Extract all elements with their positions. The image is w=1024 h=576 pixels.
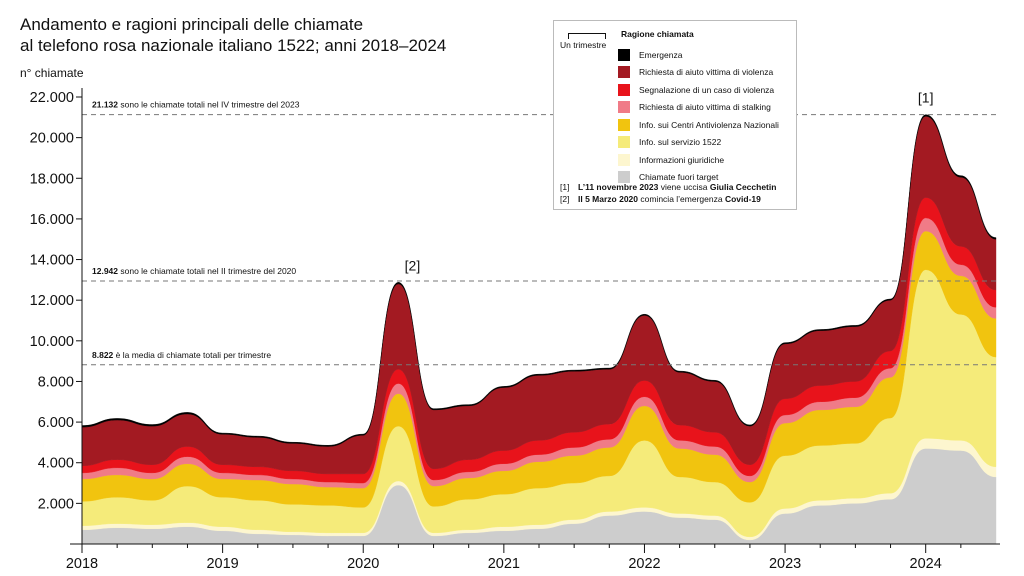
legend-swatch	[618, 118, 630, 131]
legend-note-2: [2] Il 5 Marzo 2020 comincia l’emergenza …	[560, 193, 776, 205]
legend-swatch	[618, 101, 630, 114]
chart-title-line-2: al telefono rosa nazionale italiano 1522…	[20, 36, 447, 55]
legend-item-emergenza: Emergenza	[618, 46, 779, 64]
chart-title-line-1: Andamento e ragioni principali delle chi…	[20, 15, 364, 34]
legend-swatch	[618, 66, 630, 79]
legend-swatch	[618, 48, 630, 61]
legend-note-text: viene uccisa	[658, 182, 710, 192]
legend-note-1: [1] L’11 novembre 2023 viene uccisa Giuli…	[560, 181, 776, 193]
x-tick-label: 2020	[347, 556, 379, 572]
reference-label-value: 21.132	[92, 100, 118, 110]
chart-title: Andamento e ragioni principali delle chi…	[20, 14, 446, 56]
legend-note-date: L’11 novembre 2023	[578, 182, 659, 192]
legend-item-info-sul-servizio-1522: Info. sul servizio 1522	[618, 134, 779, 152]
legend-swatch	[618, 171, 630, 184]
legend-items: Emergenza Richiesta di aiuto vittima di v…	[618, 46, 779, 186]
reference-label-3: 8.822 è la media di chiamate totali per …	[92, 350, 271, 360]
annotation-2: [2]	[405, 257, 421, 273]
y-axis-label: n° chiamate	[20, 66, 84, 80]
y-tick-label: 22.000	[30, 90, 74, 106]
x-tick-label: 2021	[488, 556, 520, 572]
quarter-scale-bar	[568, 33, 606, 39]
y-tick-label: 10.000	[30, 334, 74, 350]
legend-swatch	[618, 136, 630, 149]
legend-label: Chiamate fuori target	[639, 172, 719, 183]
legend-note-highlight: Covid-19	[724, 194, 761, 204]
legend-label: Richiesta di aiuto vittima di violenza	[639, 67, 774, 78]
legend-label: Info. sul servizio 1522	[639, 137, 722, 148]
y-tick-label: 6.000	[38, 415, 74, 431]
legend-item-info-sui-centri-antiviolenza-nazionali: Info. sui Centri Antiviolenza Nazionali	[618, 116, 779, 134]
reference-label-1: 21.132 sono le chiamate totali nel IV tr…	[92, 100, 300, 110]
legend-title: Ragione chiamata	[621, 29, 694, 39]
legend-item-richiesta-di-aiuto-vittima-di-violenza: Richiesta di aiuto vittima di violenza	[618, 64, 779, 82]
y-tick-label: 14.000	[30, 253, 74, 269]
x-tick-label: 2023	[769, 556, 801, 572]
legend-note-date: Il 5 Marzo 2020	[578, 194, 639, 204]
y-tick-label: 16.000	[30, 212, 74, 228]
x-tick-label: 2018	[66, 556, 98, 572]
reference-label-value: 8.822	[92, 350, 114, 360]
legend-item-informazioni-giuridiche: Informazioni giuridiche	[618, 151, 779, 169]
legend-note-mark: [2]	[560, 194, 570, 204]
legend-item-richiesta-di-aiuto-vittima-di-stalking: Richiesta di aiuto vittima di stalking	[618, 99, 779, 117]
y-tick-label: 18.000	[30, 171, 74, 187]
legend: Un trimestre Ragione chiamata Emergenza R…	[553, 20, 797, 210]
legend-swatch	[618, 83, 630, 96]
legend-notes: [1] L’11 novembre 2023 viene uccisa Giuli…	[560, 181, 776, 205]
y-tick-label: 4.000	[38, 456, 74, 472]
y-tick-label: 2.000	[38, 496, 74, 512]
reference-label-2: 12.942 sono le chiamate totali nel II tr…	[92, 266, 296, 276]
quarter-scale-label: Un trimestre	[560, 40, 607, 50]
legend-label: Segnalazione di un caso di violenza	[639, 84, 775, 95]
x-tick-label: 2024	[910, 556, 942, 572]
x-tick-label: 2019	[206, 556, 238, 572]
legend-note-highlight: Giulia Cecchetin	[709, 182, 777, 192]
annotation-1: [1]	[918, 90, 934, 106]
legend-item-chiamate-fuori-target: Chiamate fuori target	[618, 169, 779, 187]
y-tick-label: 8.000	[38, 374, 74, 390]
reference-label-text: è la media di chiamate totali per trimes…	[113, 350, 271, 360]
x-tick-label: 2022	[628, 556, 660, 572]
legend-label: Informazioni giuridiche	[639, 154, 725, 165]
reference-label-text: sono le chiamate totali nel IV trimestre…	[118, 100, 300, 110]
y-tick-label: 12.000	[30, 293, 74, 309]
legend-note-mark: [1]	[560, 182, 570, 192]
area-emergenza	[81, 114, 997, 447]
legend-label: Emergenza	[639, 49, 683, 60]
y-tick-label: 20.000	[30, 131, 74, 147]
legend-label: Richiesta di aiuto vittima di stalking	[639, 102, 771, 113]
reference-label-text: sono le chiamate totali nel II trimestre…	[118, 266, 296, 276]
legend-label: Info. sui Centri Antiviolenza Nazionali	[639, 119, 779, 130]
legend-swatch	[618, 153, 630, 166]
legend-note-text: comincia l’emergenza	[638, 194, 725, 204]
legend-item-segnalazione-di-un-caso-di-violenza: Segnalazione di un caso di violenza	[618, 81, 779, 99]
reference-label-value: 12.942	[92, 266, 118, 276]
